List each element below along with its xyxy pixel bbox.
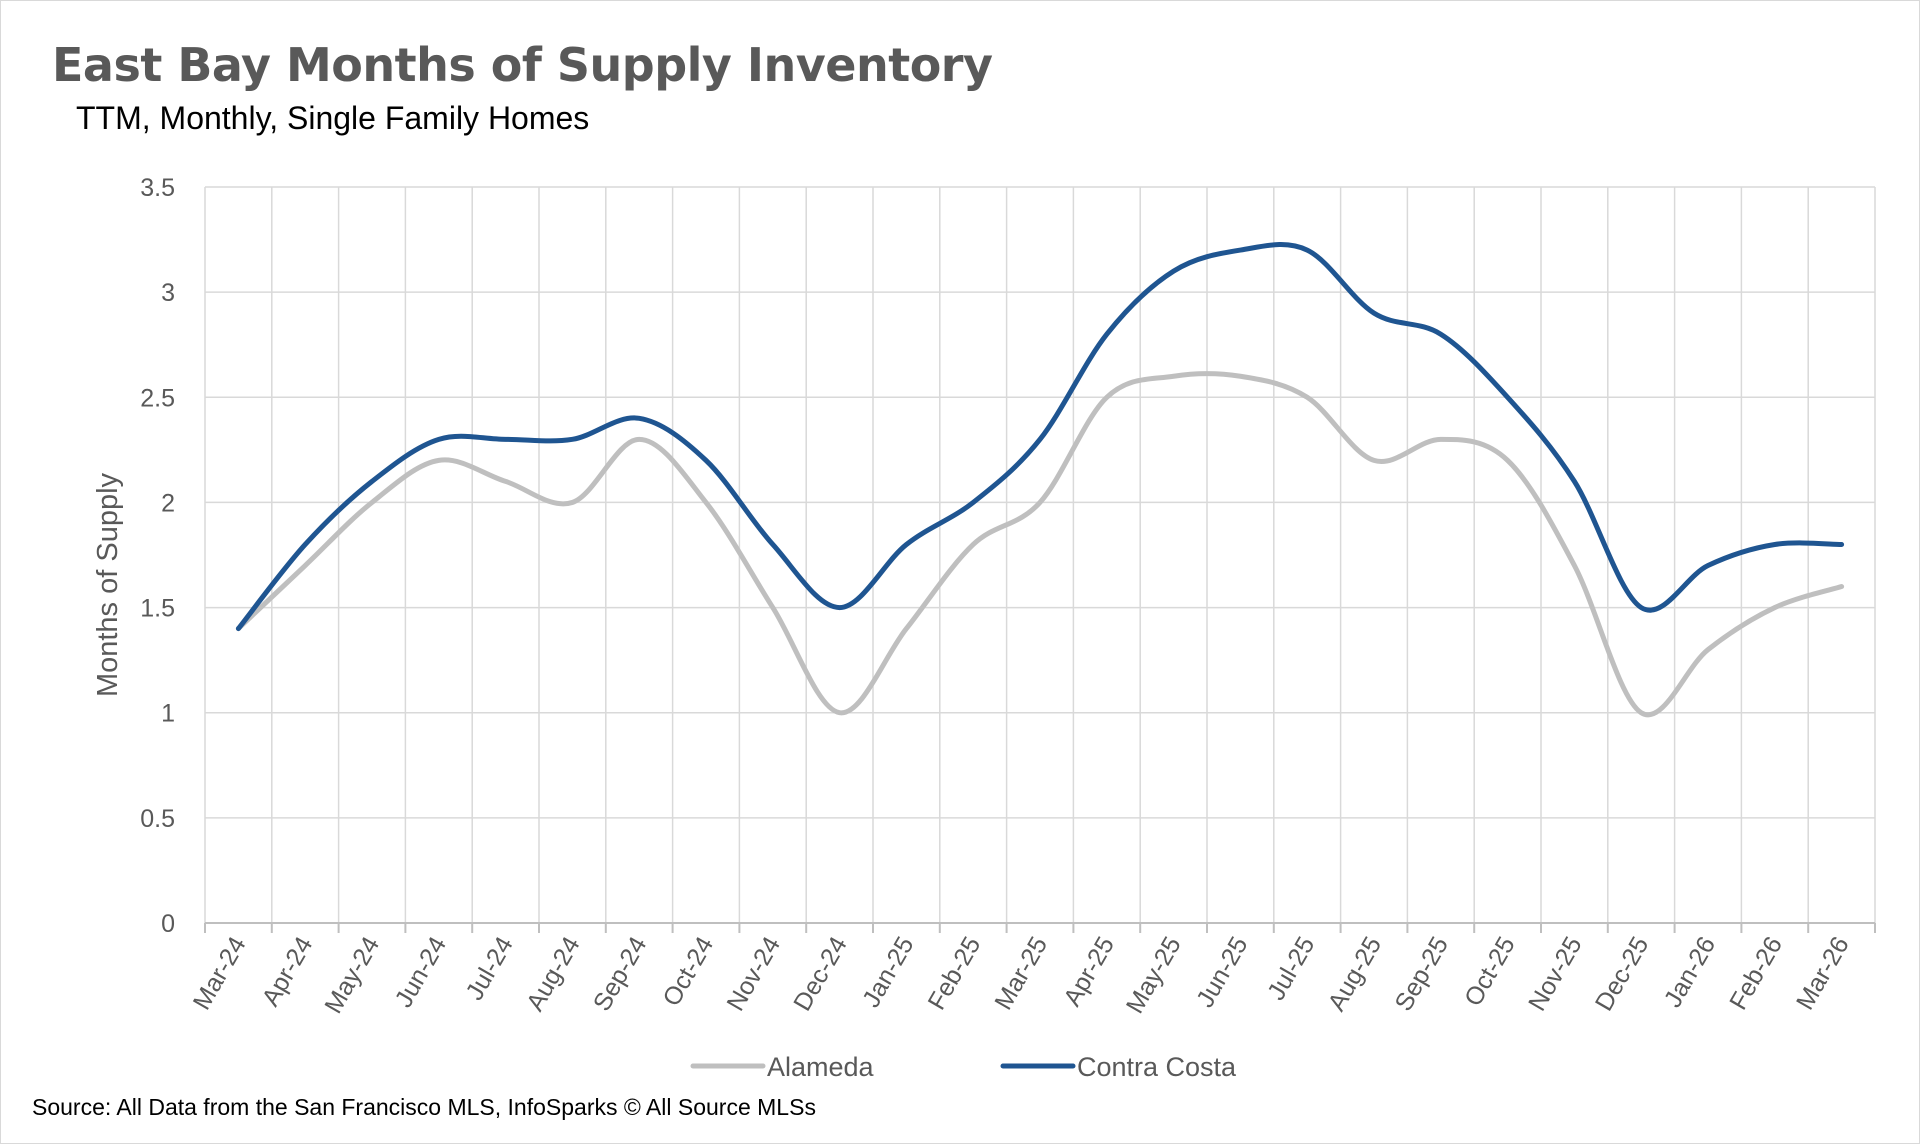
y-tick-label: 3 [161, 279, 175, 307]
x-tick-label: Jan-26 [1659, 932, 1721, 1012]
series-lines [235, 242, 1845, 718]
x-tick-label: May-24 [319, 932, 385, 1018]
x-tick-label: Mar-25 [989, 932, 1053, 1015]
x-tick-label: Feb-25 [923, 932, 987, 1015]
legend-label-alameda: Alameda [767, 1052, 875, 1082]
x-tick-label: Mar-26 [1791, 932, 1855, 1015]
y-tick-label: 3.5 [140, 174, 175, 202]
x-tick-label: Jan-25 [857, 932, 919, 1012]
legend-label-contra-costa: Contra Costa [1077, 1052, 1237, 1082]
x-tick-label: Oct-24 [657, 932, 719, 1011]
grid-lines [204, 186, 1876, 933]
y-tick-label: 2.5 [140, 384, 175, 412]
y-tick-labels: 0 0.5 1 1.5 2 2.5 3 3.5 [140, 174, 175, 938]
chart-subtitle: TTM, Monthly, Single Family Homes [76, 100, 590, 136]
x-tick-label: Oct-25 [1459, 932, 1521, 1011]
source-note: Source: All Data from the San Francisco … [32, 1094, 816, 1120]
x-tick-label: Jun-25 [1191, 932, 1253, 1012]
x-tick-label: Jun-24 [390, 932, 453, 1012]
x-tick-label: Apr-25 [1058, 932, 1120, 1011]
x-tick-label: May-25 [1121, 932, 1187, 1018]
x-tick-labels: Mar-24 Apr-24 May-24 Jun-24 Jul-24 Aug-24 Sep-… [188, 932, 1855, 1018]
y-tick-label: 1.5 [140, 595, 175, 623]
x-tick-label: Feb-26 [1724, 932, 1788, 1015]
y-tick-label: 1 [161, 700, 175, 728]
x-tick-label: Dec-24 [788, 932, 853, 1016]
y-axis-title: Months of Supply [92, 472, 124, 697]
x-tick-label: Aug-25 [1323, 932, 1388, 1016]
x-tick-label: Aug-24 [521, 932, 586, 1016]
x-tick-label: Mar-24 [188, 932, 252, 1015]
x-tick-label: Sep-25 [1389, 932, 1454, 1016]
legend: Alameda Contra Costa [690, 1052, 1237, 1082]
chart-title: East Bay Months of Supply Inventory [52, 38, 993, 92]
y-tick-label: 2 [161, 489, 175, 517]
x-tick-label: Nov-25 [1523, 932, 1588, 1016]
x-tick-label: Apr-24 [257, 932, 319, 1011]
x-tick-label: Sep-24 [588, 932, 653, 1016]
x-tick-label: Jul-24 [461, 932, 519, 1005]
x-tick-label: Dec-25 [1590, 932, 1655, 1016]
x-tick-label: Jul-25 [1262, 932, 1320, 1005]
series-line-alameda [235, 371, 1845, 718]
series-line-contra-costa [235, 242, 1845, 632]
y-tick-label: 0.5 [140, 805, 175, 833]
x-tick-label: Nov-24 [721, 932, 786, 1016]
y-tick-label: 0 [161, 910, 175, 938]
